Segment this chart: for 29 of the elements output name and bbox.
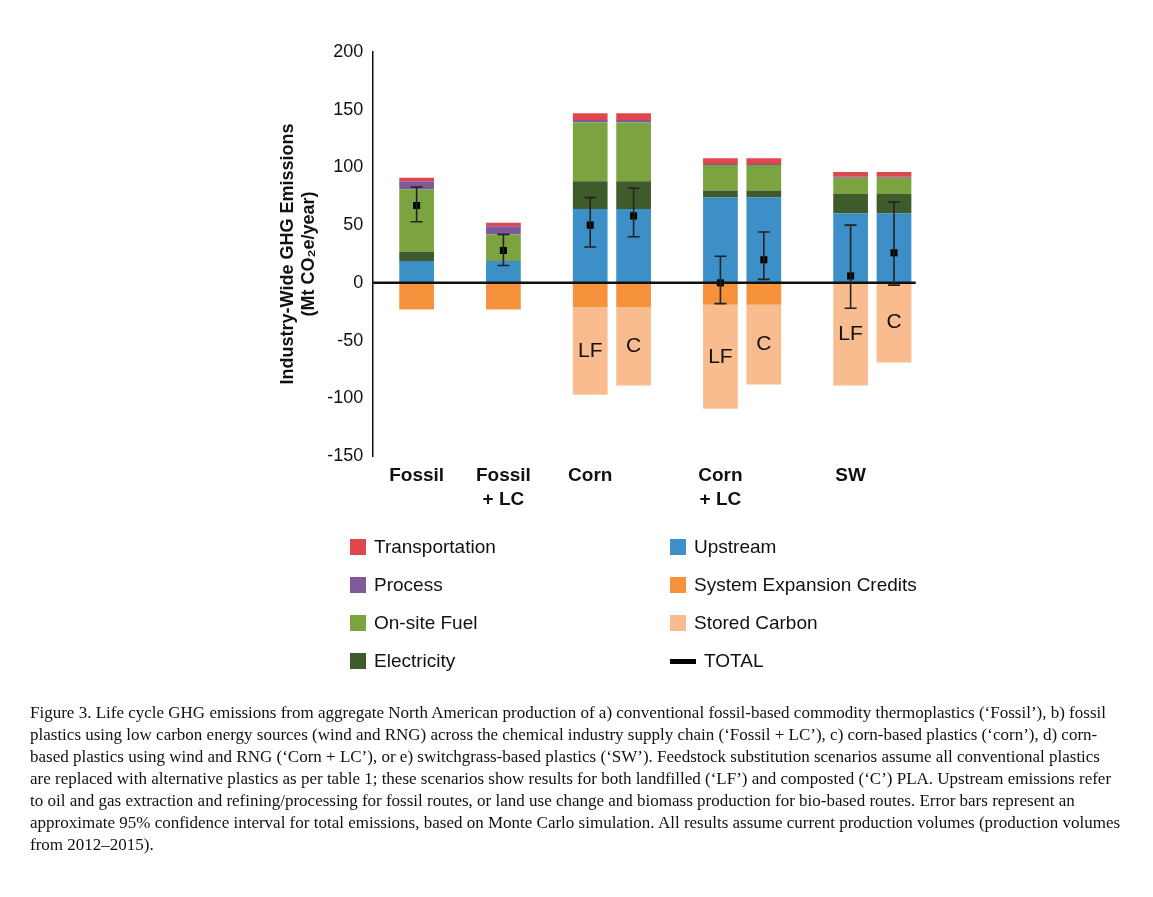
legend-label: Stored Carbon bbox=[694, 612, 818, 634]
x-tick-label: Fossil + LC bbox=[475, 463, 531, 509]
data-label: LF bbox=[838, 321, 863, 345]
legend-label: Transportation bbox=[374, 536, 496, 558]
x-tick-label: Corn bbox=[568, 463, 613, 485]
legend-label: Upstream bbox=[694, 536, 777, 558]
y-axis-title: Industry-Wide GHG Emissions (Mt CO₂e/year) bbox=[276, 123, 319, 385]
x-tick-label: Fossil bbox=[389, 463, 445, 485]
legend-label: System Expansion Credits bbox=[694, 574, 917, 596]
legend-label: Process bbox=[374, 574, 443, 596]
legend-label: Electricity bbox=[374, 650, 456, 672]
data-label: LF bbox=[708, 343, 733, 367]
data-label: C bbox=[756, 331, 772, 355]
y-tick-label: 50 bbox=[343, 214, 364, 235]
y-tick-label: 150 bbox=[333, 98, 364, 119]
x-tick-label: SW bbox=[835, 463, 866, 485]
legend-label: On-site Fuel bbox=[374, 612, 478, 634]
y-tick-label: -100 bbox=[327, 387, 364, 408]
caption: Figure 3. Life cycle GHG emissions from aggregate North American production of a) conventional fossil-based commodity thermoplastics (‘Fossil’), b) fossil plastics using low carbon energy sources (wind and RNG) across the chemical industry supply chain (‘Fossil + LC’), c) corn-based plastics (‘corn’), d) corn-based plastics using wind and RNG (‘Corn + LC’), or e) switchgrass-based plastics (‘SW’). Feedstock substitution scenarios assume all conventional plastics are replaced with alternative plastics as per table 1; these scenarios show results for both landfilled (‘LF’) and composted (‘C’) PLA. Upstream emissions refer to oil and gas extraction and refining/processing for fossil routes, or land use change and biomass production for bio-based routes. Error bars represent an approximate 95% confidence interval for total emissions, based on Monte Carlo simulation. All results assume current production volumes (production volumes from 2012–2015). bbox=[30, 702, 1122, 856]
x-tick-label: Corn + LC bbox=[698, 463, 743, 509]
data-label: C bbox=[886, 309, 902, 333]
y-tick-label: -150 bbox=[327, 444, 364, 465]
legend-label: TOTAL bbox=[704, 650, 764, 672]
data-label: C bbox=[626, 333, 642, 357]
data-label: LF bbox=[577, 337, 603, 361]
y-tick-label: -50 bbox=[337, 329, 364, 350]
y-tick-label: 100 bbox=[333, 156, 364, 177]
y-tick-label: 0 bbox=[353, 271, 364, 292]
y-tick-label: 200 bbox=[333, 40, 364, 61]
